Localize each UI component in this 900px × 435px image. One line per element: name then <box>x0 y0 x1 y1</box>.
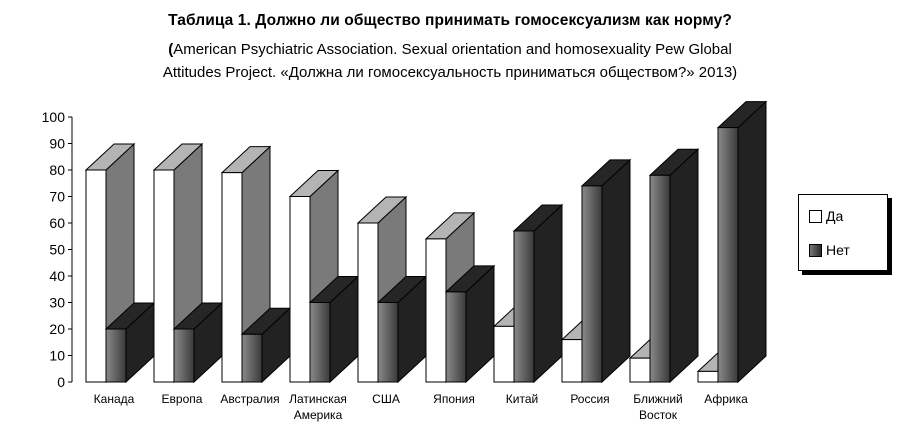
bar-net-9-bar <box>716 100 768 384</box>
y-tick-label: 50 <box>49 242 65 258</box>
bar-net-8-bar <box>648 148 700 384</box>
x-tick-label-3-1: Америка <box>294 408 343 422</box>
y-tick-label: 90 <box>49 136 65 152</box>
bar-net-0-front <box>105 328 127 383</box>
y-tick-label: 100 <box>42 109 66 125</box>
bar-net-0-bar <box>104 301 156 384</box>
bar-net-7-bar <box>580 158 632 384</box>
x-tick-label-1-0: Европа <box>162 392 203 406</box>
x-tick-label-9-0: Африка <box>704 392 748 406</box>
subtitle-line-2: Attitudes Project. «Должна ли гомосексуа… <box>162 64 738 81</box>
bar-net-2-front <box>241 333 263 383</box>
legend-swatch-da <box>809 210 822 223</box>
bar-da-4-front <box>357 222 379 383</box>
x-tick-label-8-1: Восток <box>639 408 678 422</box>
subtitle-lead: ( <box>168 41 174 58</box>
legend-label-da: Да <box>826 208 844 224</box>
legend: Да Нет <box>798 194 888 271</box>
x-tick-label-0-0: Канада <box>94 392 135 406</box>
bar-da-3-front <box>289 196 311 383</box>
bar-da-5-front <box>425 238 447 383</box>
bar-net-2-bar <box>240 307 292 384</box>
bar-net-8-front <box>649 174 671 383</box>
y-tick-label: 80 <box>49 162 65 178</box>
x-tick-label-7-0: Россия <box>570 392 609 406</box>
y-tick-label: 10 <box>49 348 65 364</box>
bar-da-9-front <box>697 370 719 383</box>
bar-da-0-front <box>85 169 107 383</box>
y-tick-label: 0 <box>57 374 65 390</box>
bar-net-6-bar <box>512 203 564 384</box>
bar-net-4-front <box>377 302 399 383</box>
bar-da-1-front <box>153 169 175 383</box>
x-tick-label-8-0: Ближний <box>633 392 683 406</box>
y-tick-label: 70 <box>49 189 65 205</box>
bar-net-6-side <box>533 203 563 384</box>
chart-subtitle: (American Psychiatric Association. Sexua… <box>60 38 840 84</box>
bar-net-8-side <box>669 148 699 384</box>
x-tick-label-5-0: Япония <box>433 392 475 406</box>
legend-swatch-net <box>809 244 822 257</box>
x-tick-label-4-0: США <box>372 392 400 406</box>
y-tick-label: 30 <box>49 295 65 311</box>
bar-net-3-front <box>309 302 331 383</box>
x-tick-label-3-0: Латинская <box>289 392 347 406</box>
bar-net-1-front <box>173 328 195 383</box>
bar-da-6-front <box>493 325 515 383</box>
bar-da-2-front <box>221 172 243 383</box>
y-tick-label: 40 <box>49 268 65 284</box>
x-tick-label-2-0: Австралия <box>220 392 279 406</box>
bar-net-5-front <box>445 291 467 383</box>
bar-net-7-side <box>601 158 631 384</box>
bar-net-9-side <box>737 100 767 384</box>
bar-net-1-bar <box>172 301 224 384</box>
subtitle-line-1: American Psychiatric Association. Sexual… <box>173 41 732 58</box>
x-tick-label-6-0: Китай <box>506 392 538 406</box>
bar-da-7-front <box>561 339 583 383</box>
bar-net-9-front <box>717 127 739 383</box>
bar-net-7-front <box>581 185 603 383</box>
bar-net-4-bar <box>376 275 428 384</box>
bar-net-6-front <box>513 230 535 383</box>
legend-label-net: Нет <box>826 242 850 258</box>
y-tick-label: 20 <box>49 321 65 337</box>
bar-da-8-front <box>629 357 651 383</box>
y-tick-label: 60 <box>49 215 65 231</box>
chart-title: Таблица 1. Должно ли общество принимать … <box>168 12 732 29</box>
